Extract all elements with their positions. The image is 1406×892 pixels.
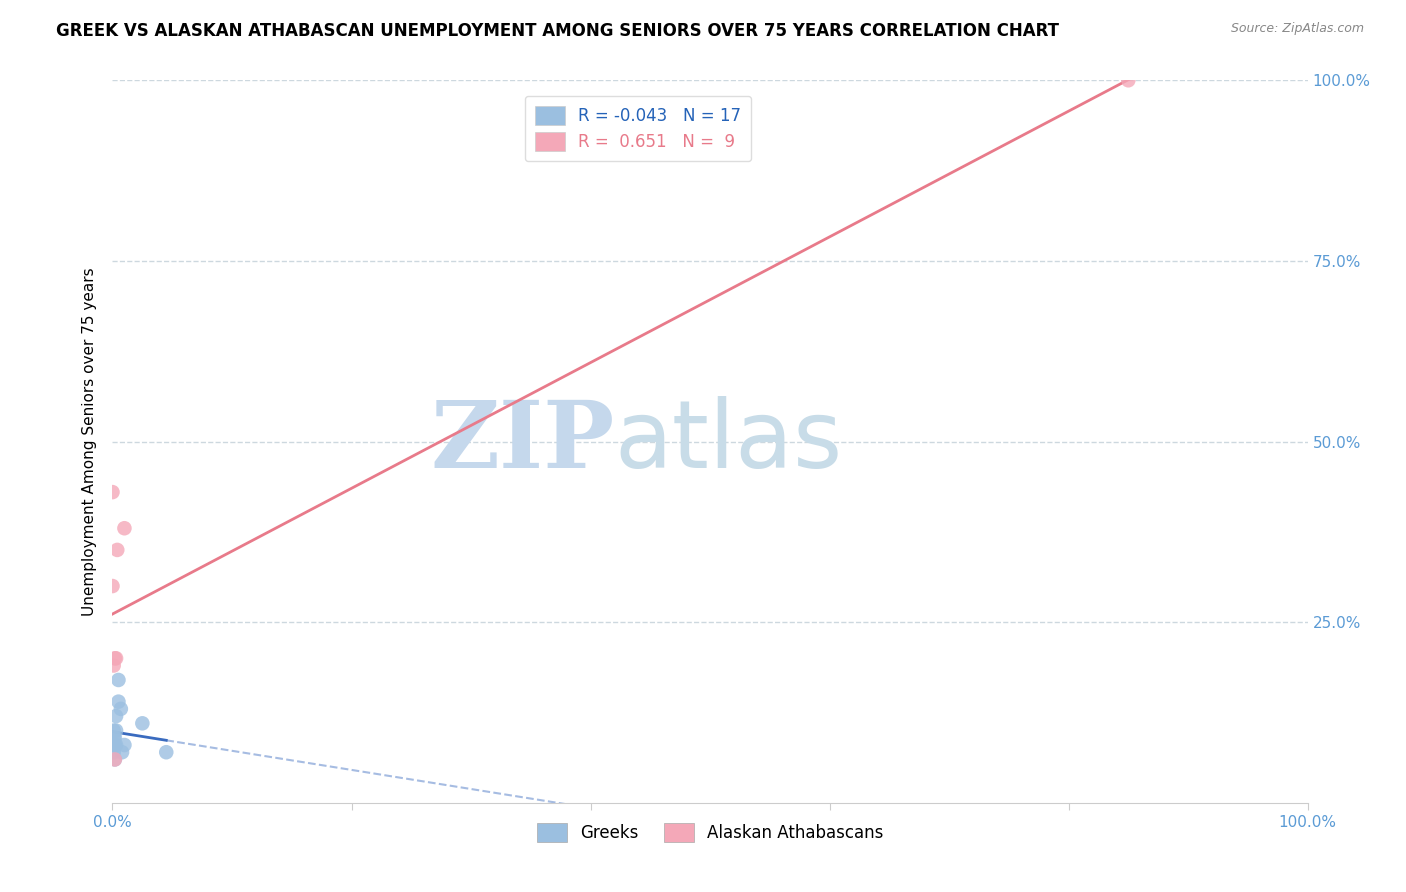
Text: GREEK VS ALASKAN ATHABASCAN UNEMPLOYMENT AMONG SENIORS OVER 75 YEARS CORRELATION: GREEK VS ALASKAN ATHABASCAN UNEMPLOYMENT… <box>56 22 1059 40</box>
Text: Source: ZipAtlas.com: Source: ZipAtlas.com <box>1230 22 1364 36</box>
Point <box>155 745 177 759</box>
Point <box>103 731 125 745</box>
Point <box>103 745 125 759</box>
Point <box>104 651 127 665</box>
Point <box>101 579 124 593</box>
Point <box>105 542 128 557</box>
Point <box>107 673 129 687</box>
Point <box>131 716 153 731</box>
Point <box>107 695 129 709</box>
Point <box>103 738 125 752</box>
Point <box>105 709 128 723</box>
Legend: Greeks, Alaskan Athabascans: Greeks, Alaskan Athabascans <box>530 816 890 848</box>
Point <box>110 702 132 716</box>
Text: atlas: atlas <box>614 395 842 488</box>
Point <box>103 723 125 738</box>
Point <box>104 752 127 766</box>
Point <box>103 658 125 673</box>
Point <box>105 738 128 752</box>
Point <box>105 651 128 665</box>
Point <box>114 738 135 752</box>
Point <box>101 485 124 500</box>
Point <box>104 752 127 766</box>
Y-axis label: Unemployment Among Seniors over 75 years: Unemployment Among Seniors over 75 years <box>82 268 97 615</box>
Text: ZIP: ZIP <box>430 397 614 486</box>
Point <box>105 723 128 738</box>
Point <box>104 738 127 752</box>
Point <box>1118 73 1140 87</box>
Point <box>111 745 134 759</box>
Point <box>104 731 127 745</box>
Point <box>114 521 135 535</box>
